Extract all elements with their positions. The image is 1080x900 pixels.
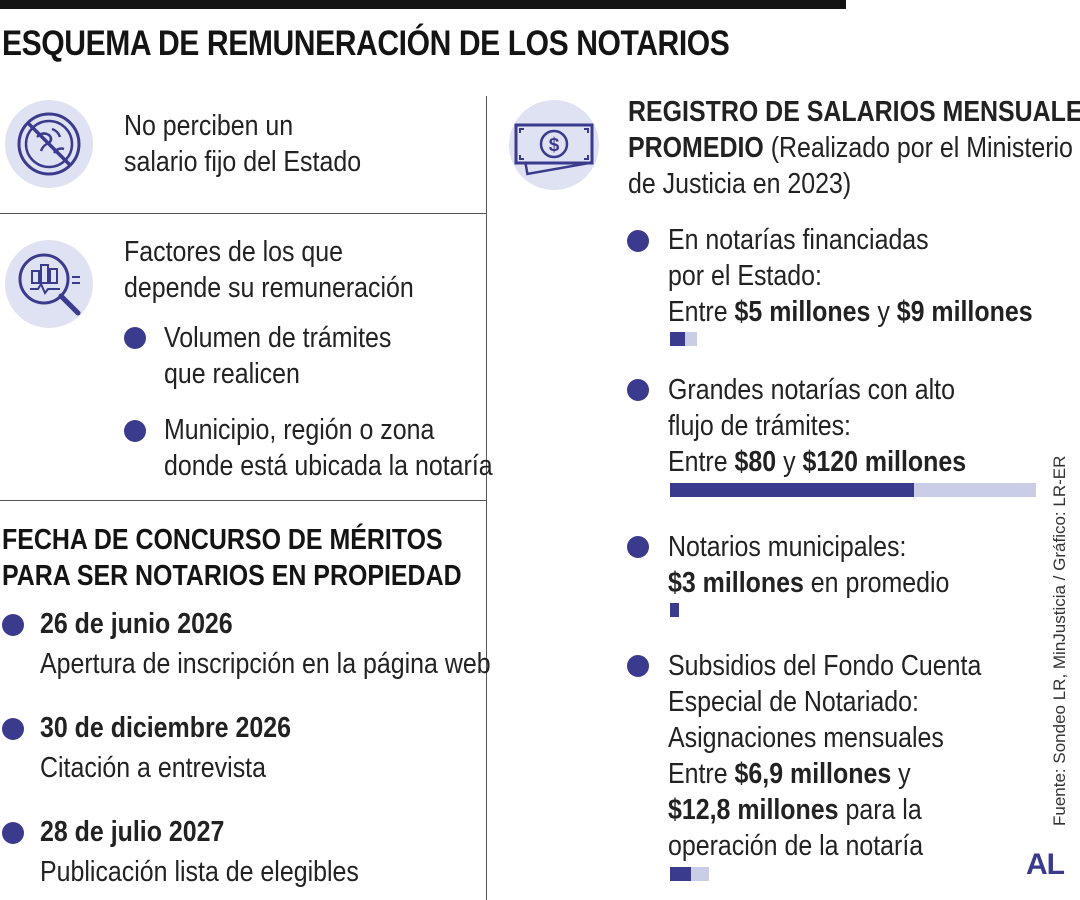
bullet-dot <box>627 379 649 401</box>
svg-text:$: $ <box>549 135 560 156</box>
contest-title: FECHA DE CONCURSO DE MÉRITOS PARA SER NO… <box>2 524 462 592</box>
salary-range-min <box>670 483 914 497</box>
section-divider <box>0 213 486 214</box>
brand-logo: AL <box>1026 848 1065 881</box>
factor-item: Volumen de trámites que realicen <box>164 322 392 390</box>
money-bill-icon: $ <box>508 99 600 191</box>
salary-range-bar <box>670 483 1036 497</box>
salary-range-min <box>670 867 691 881</box>
factor-item: Municipio, región o zona donde está ubic… <box>164 414 493 482</box>
section-divider <box>0 500 486 501</box>
factors-heading: Factores de los que depende su remunerac… <box>124 236 414 304</box>
contest-date-item: 26 de junio 2026 Apertura de inscripción… <box>40 608 491 680</box>
page-title: ESQUEMA DE REMUNERACIÓN DE LOS NOTARIOS <box>2 24 730 63</box>
salary-item: Grandes notarías con alto flujo de trámi… <box>668 374 967 478</box>
source-credit: Fuente: Sondeo LR, MinJusticia / Gráfico… <box>1050 455 1069 826</box>
bullet-dot <box>124 420 146 442</box>
salary-item: Notarios municipales: $3 millones en pro… <box>668 531 950 599</box>
bullet-dot <box>627 655 649 677</box>
bullet-dot <box>627 536 649 558</box>
column-divider <box>486 96 487 900</box>
analysis-magnifier-icon <box>4 239 94 329</box>
salary-range-min <box>670 603 679 617</box>
salary-item: Subsidios del Fondo Cuenta Especial de N… <box>668 650 982 862</box>
salary-range-bar <box>670 332 697 346</box>
salary-range-min <box>670 332 685 346</box>
salary-range-bar <box>670 603 679 617</box>
bullet-dot <box>627 230 649 252</box>
contest-date-item: 30 de diciembre 2026 Citación a entrevis… <box>40 712 291 784</box>
bullet-dot <box>2 718 24 740</box>
bullet-dot <box>2 822 24 844</box>
no-salary-text: No perciben un salario fijo del Estado <box>124 110 362 178</box>
salary-item: En notarías financiadas por el Estado: E… <box>668 224 1033 328</box>
salary-range-bar <box>670 867 709 881</box>
salary-register-title: REGISTRO DE SALARIOS MENSUALES PROMEDIO … <box>628 96 1080 200</box>
bullet-dot <box>124 327 146 349</box>
bullet-dot <box>2 614 24 636</box>
contest-date-item: 28 de julio 2027 Publicación lista de el… <box>40 816 359 888</box>
no-money-globe-icon <box>4 99 94 189</box>
top-rule <box>0 0 846 9</box>
